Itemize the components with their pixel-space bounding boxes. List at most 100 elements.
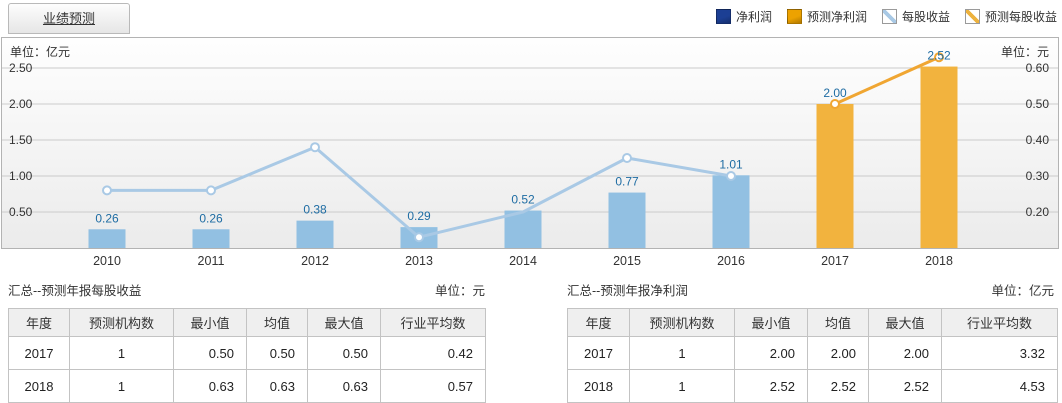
table-header-row: 年度 预测机构数 最小值 均值 最大值 行业平均数 bbox=[567, 308, 1058, 337]
left-axis-tick: 2.00 bbox=[9, 97, 33, 111]
table-row: 2017 1 0.50 0.50 0.50 0.42 bbox=[8, 336, 486, 370]
value-label: 0.77 bbox=[615, 175, 639, 189]
net-profit-summary-unit: 单位：亿元 bbox=[991, 284, 1054, 298]
cell-year: 2018 bbox=[8, 369, 70, 403]
bar-净利润 bbox=[504, 210, 542, 248]
cell-year: 2018 bbox=[567, 369, 630, 403]
table-header-row: 年度 预测机构数 最小值 均值 最大值 行业平均数 bbox=[8, 308, 486, 337]
net-profit-swatch-icon bbox=[715, 9, 731, 24]
col-mean: 均值 bbox=[246, 308, 308, 337]
net-profit-summary-title: 汇总--预测年报净利润 bbox=[567, 284, 688, 298]
cell-max: 0.63 bbox=[307, 369, 381, 403]
forecast-net-profit-swatch-icon bbox=[786, 9, 802, 24]
value-labels: 0.26 0.26 0.38 0.29 0.52 0.77 1.01 2.00 2.52 bbox=[95, 49, 951, 226]
net-profit-forecast-table: 年度 预测机构数 最小值 均值 最大值 行业平均数 2017 1 2.00 2.… bbox=[567, 308, 1058, 403]
col-min: 最小值 bbox=[734, 308, 808, 337]
chart-legend: 净利润 预测净利润 每股收益 预测每股收益 bbox=[715, 8, 1057, 25]
cell-year: 2017 bbox=[567, 336, 630, 370]
cell-mean: 2.00 bbox=[807, 336, 869, 370]
col-year: 年度 bbox=[8, 308, 70, 337]
x-axis-label: 2013 bbox=[405, 254, 433, 268]
combo-chart: 单位：亿元 单位：元 2.50 0.60 2.00 0.50 1.50 0.40 1.00 0… bbox=[1, 37, 1059, 249]
cell-industry-avg: 0.57 bbox=[380, 369, 486, 403]
col-year: 年度 bbox=[567, 308, 630, 337]
value-label: 1.01 bbox=[719, 157, 743, 171]
right-axis-tick: 0.60 bbox=[1026, 61, 1050, 75]
left-axis-unit: 单位：亿元 bbox=[10, 45, 71, 59]
right-axis-tick: 0.50 bbox=[1026, 97, 1050, 111]
legend-item-forecast-eps[interactable]: 预测每股收益 bbox=[964, 8, 1057, 25]
cell-min: 2.00 bbox=[734, 336, 808, 370]
bars bbox=[88, 66, 958, 248]
line-marker bbox=[102, 185, 112, 196]
x-axis-label: 2016 bbox=[717, 254, 745, 268]
line-marker bbox=[934, 52, 944, 63]
chart-plot-area: 2.50 0.60 2.00 0.50 1.50 0.40 1.00 0.30 0.50 0.20… bbox=[2, 49, 1058, 248]
bar-净利润 bbox=[192, 229, 230, 248]
value-label: 0.38 bbox=[303, 203, 327, 217]
value-label: 0.26 bbox=[95, 211, 119, 225]
value-label: 2.00 bbox=[823, 86, 847, 100]
line-marker bbox=[414, 232, 424, 243]
cell-min: 0.63 bbox=[173, 369, 247, 403]
x-axis-labels: 2010 2011 2012 2013 2014 2015 2016 2017 2018 bbox=[0, 254, 1062, 272]
left-axis-tick: 2.50 bbox=[9, 61, 33, 75]
cell-min: 0.50 bbox=[173, 336, 247, 370]
value-label: 0.52 bbox=[511, 193, 535, 207]
line-预测每股收益 bbox=[830, 52, 944, 109]
cell-inst-count: 1 bbox=[629, 369, 735, 403]
net-profit-summary-header: 汇总--预测年报净利润 单位：亿元 bbox=[567, 280, 1054, 299]
eps-summary-header: 汇总--预测年报每股收益 单位：元 bbox=[8, 280, 485, 299]
value-label: 0.29 bbox=[407, 209, 431, 223]
bar-预测净利润 bbox=[920, 66, 958, 248]
value-label: 0.26 bbox=[199, 211, 223, 225]
eps-summary-title: 汇总--预测年报每股收益 bbox=[8, 284, 142, 298]
line-marker bbox=[726, 171, 736, 181]
left-axis-tick: 1.50 bbox=[9, 133, 33, 147]
legend-label: 预测每股收益 bbox=[984, 10, 1057, 24]
left-axis-tick: 1.00 bbox=[9, 169, 33, 183]
cell-year: 2017 bbox=[8, 336, 70, 370]
table-row: 2018 1 2.52 2.52 2.52 4.53 bbox=[567, 369, 1058, 403]
col-max: 最大值 bbox=[307, 308, 381, 337]
line-marker bbox=[830, 99, 840, 109]
col-min: 最小值 bbox=[173, 308, 247, 337]
cell-inst-count: 1 bbox=[69, 369, 174, 403]
legend-item-net-profit[interactable]: 净利润 bbox=[715, 8, 772, 25]
cell-max: 0.50 bbox=[307, 336, 381, 370]
legend-label: 每股收益 bbox=[901, 10, 950, 24]
right-axis-tick: 0.40 bbox=[1026, 133, 1050, 147]
cell-mean: 0.63 bbox=[246, 369, 308, 403]
table-row: 2017 1 2.00 2.00 2.00 3.32 bbox=[567, 336, 1058, 370]
x-axis-label: 2012 bbox=[301, 254, 329, 268]
legend-item-eps[interactable]: 每股收益 bbox=[881, 8, 950, 25]
tab-performance-forecast[interactable]: 业绩预测 bbox=[8, 3, 130, 34]
forecast-eps-line-swatch-icon bbox=[964, 9, 980, 24]
cell-inst-count: 1 bbox=[69, 336, 174, 370]
cell-industry-avg: 4.53 bbox=[941, 369, 1058, 403]
x-axis-label: 2018 bbox=[925, 254, 953, 268]
col-industry-avg: 行业平均数 bbox=[941, 308, 1058, 337]
cell-inst-count: 1 bbox=[629, 336, 735, 370]
x-axis-label: 2017 bbox=[821, 254, 849, 268]
value-label: 2.52 bbox=[927, 49, 951, 63]
cell-mean: 2.52 bbox=[807, 369, 869, 403]
line-marker bbox=[310, 142, 320, 153]
col-inst-count: 预测机构数 bbox=[69, 308, 174, 337]
cell-min: 2.52 bbox=[734, 369, 808, 403]
col-mean: 均值 bbox=[807, 308, 869, 337]
right-axis-unit: 单位：元 bbox=[1000, 45, 1049, 59]
x-axis-label: 2014 bbox=[509, 254, 537, 268]
line-每股收益 bbox=[102, 142, 736, 243]
bar-净利润 bbox=[608, 192, 646, 248]
tab-bar: 业绩预测 bbox=[8, 3, 130, 34]
right-axis-tick: 0.20 bbox=[1026, 205, 1050, 219]
left-axis-tick: 0.50 bbox=[9, 205, 33, 219]
bar-净利润 bbox=[712, 175, 750, 248]
eps-summary-unit: 单位：元 bbox=[434, 284, 485, 298]
eps-forecast-table: 年度 预测机构数 最小值 均值 最大值 行业平均数 2017 1 0.50 0.… bbox=[8, 308, 486, 403]
legend-item-forecast-net-profit[interactable]: 预测净利润 bbox=[786, 8, 867, 25]
x-axis-label: 2015 bbox=[613, 254, 641, 268]
legend-label: 预测净利润 bbox=[806, 10, 867, 24]
cell-mean: 0.50 bbox=[246, 336, 308, 370]
